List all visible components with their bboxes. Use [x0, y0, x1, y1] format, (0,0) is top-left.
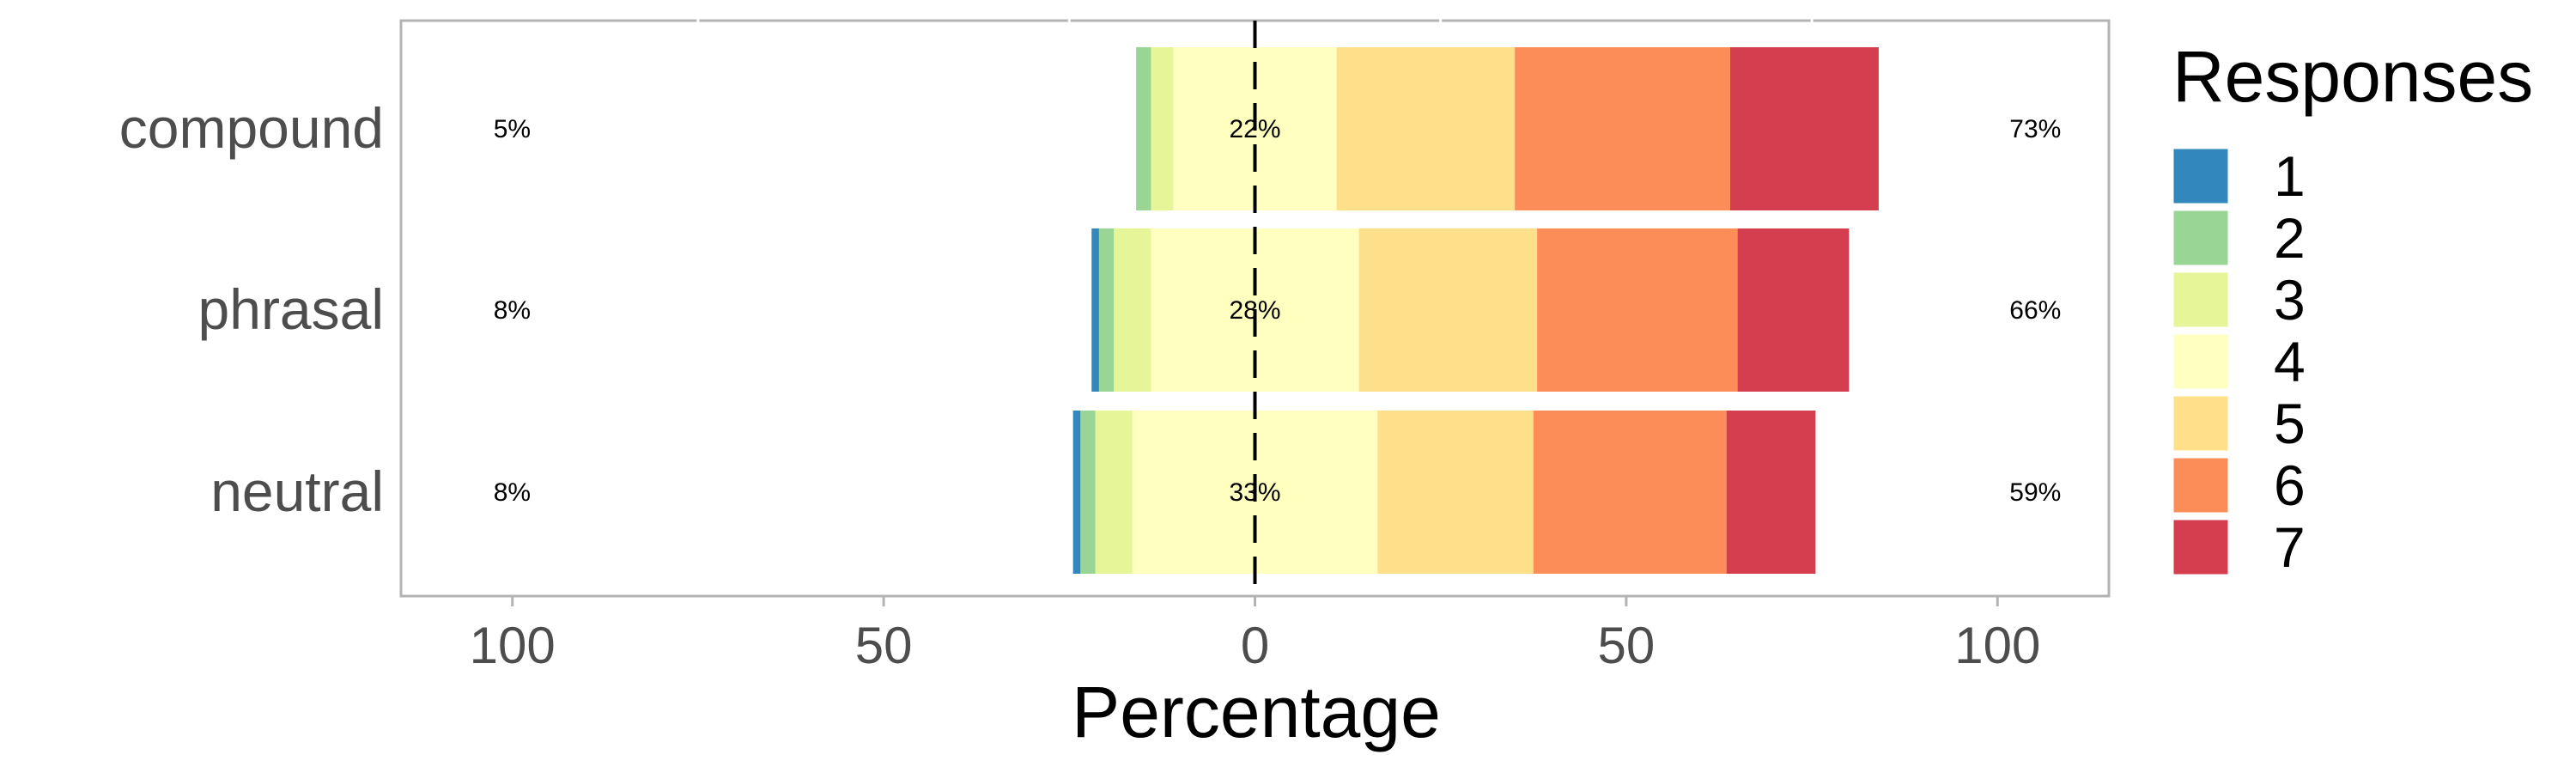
legend-key: [2171, 146, 2231, 206]
legend-label: 7: [2274, 515, 2306, 579]
x-tick-label: 50: [1598, 617, 1656, 674]
bar-segment: [1151, 47, 1174, 210]
bar-segment: [1726, 411, 1816, 574]
low-percentage-label: 8%: [494, 478, 531, 507]
bar-segment: [1095, 411, 1133, 574]
bar-segment: [1114, 228, 1151, 392]
bar-segment: [1098, 228, 1115, 392]
legend-key: [2171, 208, 2231, 268]
legend-label: 5: [2274, 392, 2306, 455]
bar-segment: [1091, 228, 1099, 392]
x-tick-label: 50: [855, 617, 913, 674]
legend-key: [2171, 517, 2231, 577]
x-tick-label: 100: [1954, 617, 2040, 674]
bar-segment: [1729, 47, 1879, 210]
low-percentage-label: 8%: [494, 296, 531, 325]
legend-title: Responses: [2172, 36, 2533, 117]
high-percentage-label: 59%: [2009, 478, 2061, 507]
bar-segment: [1737, 228, 1850, 392]
bar-segment: [1080, 411, 1096, 574]
percentage-labels: 5% 22% 73%8% 28% 66%8% 33% 59%: [494, 115, 2062, 507]
category-label: neutral: [210, 460, 384, 523]
bar-segment: [1377, 411, 1534, 574]
x-tick-label: 0: [1241, 617, 1269, 674]
bar-segment: [1533, 411, 1727, 574]
bar-segment: [1515, 47, 1730, 210]
bars: [1072, 47, 1879, 574]
high-percentage-label: 73%: [2009, 115, 2061, 143]
bar-segment: [1537, 228, 1738, 392]
bar-segment: [1136, 47, 1151, 210]
legend-key: [2171, 393, 2231, 453]
legend-label: 4: [2274, 330, 2306, 393]
legend-key: [2171, 455, 2231, 515]
high-percentage-label: 66%: [2009, 296, 2061, 325]
bar-segment: [1072, 411, 1081, 574]
axes: compound phrasal neutral 100 50 0 50 100: [119, 21, 2040, 674]
legend-label: 1: [2274, 144, 2306, 208]
legend-key: [2171, 332, 2231, 392]
legend-label: 6: [2274, 453, 2306, 517]
legend-label: 2: [2274, 206, 2306, 270]
legend-key: [2171, 270, 2231, 330]
bar-segment: [1358, 228, 1538, 392]
bar-segment: [1336, 47, 1516, 210]
x-axis-title: Percentage: [1072, 672, 1441, 752]
low-percentage-label: 5%: [494, 115, 531, 143]
category-label: phrasal: [198, 277, 384, 341]
category-label: compound: [119, 96, 384, 160]
x-tick-label: 100: [470, 617, 556, 674]
legend-label: 3: [2274, 268, 2306, 332]
